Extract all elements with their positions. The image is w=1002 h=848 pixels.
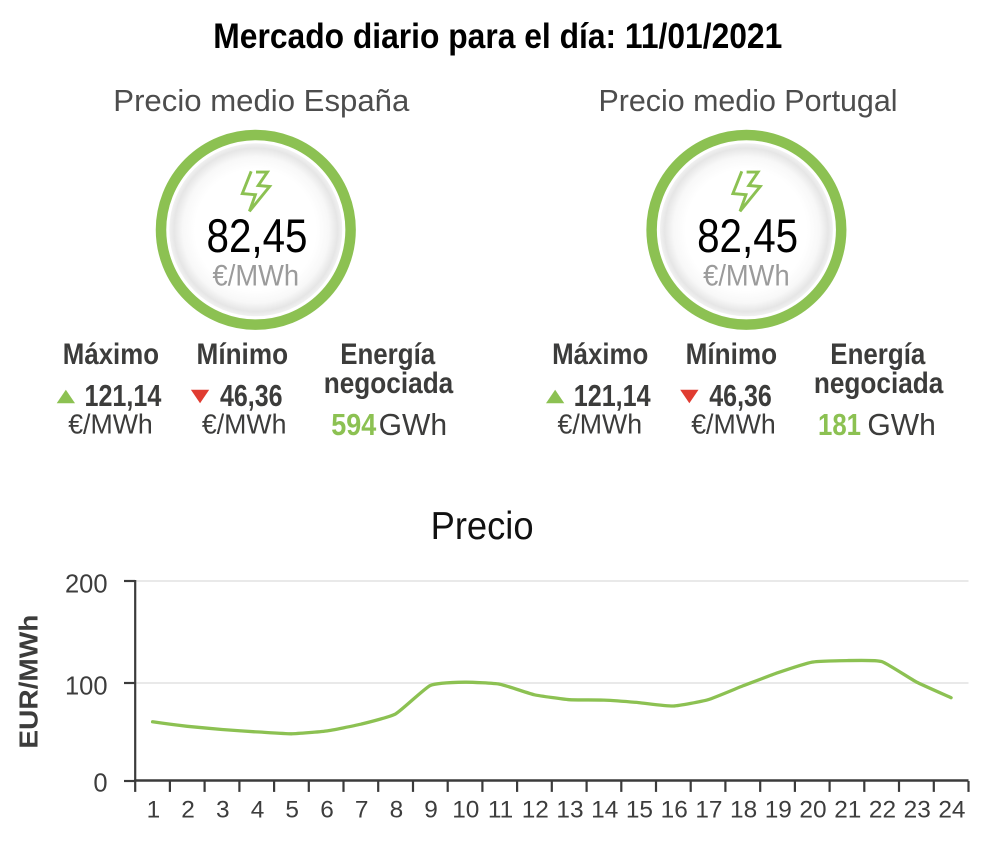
svg-text:14: 14 — [591, 797, 618, 824]
svg-text:82,45: 82,45 — [697, 209, 798, 262]
svg-text:17: 17 — [695, 797, 722, 824]
svg-text:€/MWh: €/MWh — [202, 409, 287, 440]
svg-text:21: 21 — [834, 797, 861, 824]
svg-text:181: 181 — [818, 408, 861, 442]
svg-text:negociada: negociada — [814, 367, 944, 400]
svg-text:23: 23 — [904, 797, 931, 824]
svg-text:2: 2 — [181, 797, 195, 824]
svg-text:121,14: 121,14 — [574, 378, 651, 413]
svg-text:GWh: GWh — [379, 408, 448, 442]
svg-text:20: 20 — [799, 797, 826, 824]
svg-text:Precio medio España: Precio medio España — [113, 83, 410, 118]
svg-text:negociada: negociada — [324, 367, 454, 400]
svg-text:0: 0 — [93, 770, 107, 798]
svg-text:EUR/MWh: EUR/MWh — [14, 615, 44, 749]
svg-text:€/MWh: €/MWh — [68, 409, 153, 440]
svg-text:Mínimo: Mínimo — [686, 338, 778, 371]
svg-text:8: 8 — [390, 797, 404, 824]
svg-text:46,36: 46,36 — [220, 378, 283, 413]
svg-text:594: 594 — [331, 408, 376, 442]
svg-text:22: 22 — [869, 797, 896, 824]
svg-text:Energía: Energía — [340, 338, 435, 371]
svg-text:13: 13 — [556, 797, 583, 824]
svg-text:5: 5 — [285, 797, 299, 824]
svg-text:7: 7 — [355, 797, 369, 824]
svg-text:Energía: Energía — [830, 338, 925, 371]
svg-text:19: 19 — [765, 797, 792, 824]
svg-text:200: 200 — [65, 570, 108, 598]
svg-text:€/MWh: €/MWh — [691, 409, 776, 440]
svg-text:1: 1 — [147, 797, 161, 824]
svg-text:€/MWh: €/MWh — [703, 260, 790, 293]
svg-text:11: 11 — [488, 797, 513, 824]
svg-text:Precio: Precio — [431, 505, 534, 548]
svg-text:10: 10 — [452, 797, 479, 824]
svg-text:6: 6 — [320, 797, 334, 824]
svg-text:3: 3 — [216, 797, 230, 824]
svg-text:Mínimo: Mínimo — [197, 338, 289, 371]
svg-text:46,36: 46,36 — [709, 378, 772, 413]
svg-text:121,14: 121,14 — [85, 378, 162, 413]
svg-text:12: 12 — [522, 797, 549, 824]
svg-text:100: 100 — [65, 673, 108, 701]
svg-text:82,45: 82,45 — [207, 209, 308, 262]
svg-text:18: 18 — [730, 797, 757, 824]
svg-text:4: 4 — [251, 797, 265, 824]
svg-text:€/MWh: €/MWh — [558, 409, 643, 440]
svg-text:€/MWh: €/MWh — [213, 260, 300, 293]
svg-text:Mercado diario para el día: 11: Mercado diario para el día: 11/01/2021 — [213, 16, 782, 56]
svg-text:15: 15 — [626, 797, 653, 824]
svg-text:9: 9 — [424, 797, 438, 824]
svg-text:Máximo: Máximo — [552, 338, 648, 371]
svg-text:GWh: GWh — [867, 408, 936, 442]
svg-text:Máximo: Máximo — [63, 338, 159, 371]
svg-text:16: 16 — [661, 797, 688, 824]
svg-text:24: 24 — [938, 797, 965, 824]
svg-text:Precio medio Portugal: Precio medio Portugal — [599, 83, 898, 118]
